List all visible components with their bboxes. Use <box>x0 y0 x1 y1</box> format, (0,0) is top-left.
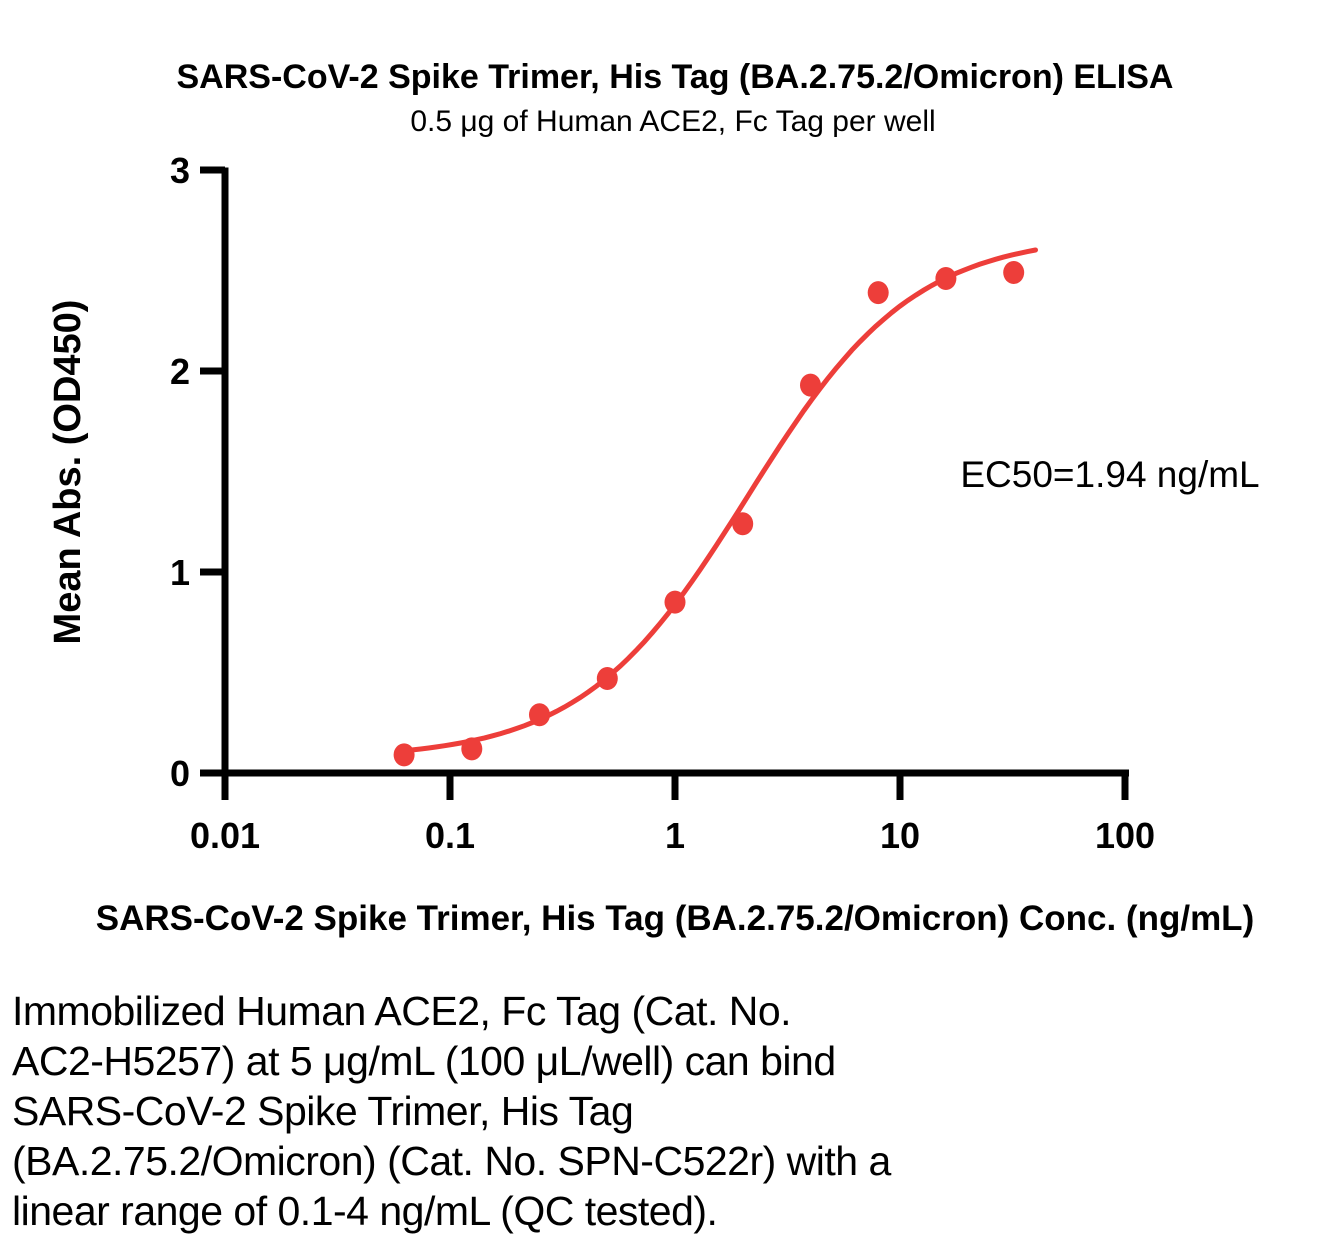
data-point <box>461 737 483 761</box>
dose-response-curve <box>394 247 1038 754</box>
data-point <box>1003 261 1025 284</box>
x-axis-label: SARS-CoV-2 Spike Trimer, His Tag (BA.2.7… <box>96 899 1254 938</box>
data-point <box>800 373 821 397</box>
description-line: linear range of 0.1-4 ng/mL (QC tested). <box>12 1188 718 1234</box>
y-tick-label: 2 <box>170 351 190 392</box>
description-line: SARS-CoV-2 Spike Trimer, His Tag <box>12 1088 634 1134</box>
x-tick-label: 0.01 <box>190 815 260 856</box>
y-tick-label: 3 <box>170 150 190 191</box>
data-point <box>732 512 754 536</box>
x-tick-label: 0.1 <box>425 815 475 856</box>
description-line: Immobilized Human ACE2, Fc Tag (Cat. No. <box>12 988 792 1034</box>
data-point <box>393 743 415 767</box>
axes: 0.01 0.1 1 10 100 0 1 2 3 <box>170 150 1155 856</box>
x-tick-label: 100 <box>1095 815 1155 856</box>
y-tick-label: 0 <box>170 753 190 794</box>
x-tick-label: 1 <box>665 815 685 856</box>
data-point <box>664 590 686 614</box>
chart-subtitle: 0.5 μg of Human ACE2, Fc Tag per well <box>410 105 935 138</box>
ec50-annotation: EC50=1.94 ng/mL <box>960 454 1259 495</box>
data-point <box>867 281 889 305</box>
y-axis-label: Mean Abs. (OD450) <box>47 300 89 645</box>
data-point <box>596 667 618 690</box>
data-point <box>935 267 957 290</box>
description-line: (BA.2.75.2/Omicron) (Cat. No. SPN-C522r)… <box>12 1138 891 1184</box>
x-tick-label: 10 <box>880 815 920 856</box>
data-point <box>529 703 550 727</box>
fit-curve-path <box>394 247 1038 754</box>
figure-description: Immobilized Human ACE2, Fc Tag (Cat. No.… <box>12 986 1312 1236</box>
chart-title: SARS-CoV-2 Spike Trimer, His Tag (BA.2.7… <box>177 58 1174 96</box>
elisa-chart: SARS-CoV-2 Spike Trimer, His Tag (BA.2.7… <box>47 58 1260 938</box>
data-points <box>393 261 1025 767</box>
y-tick-label: 1 <box>170 552 190 593</box>
description-line: AC2-H5257) at 5 μg/mL (100 μL/well) can … <box>12 1038 836 1084</box>
